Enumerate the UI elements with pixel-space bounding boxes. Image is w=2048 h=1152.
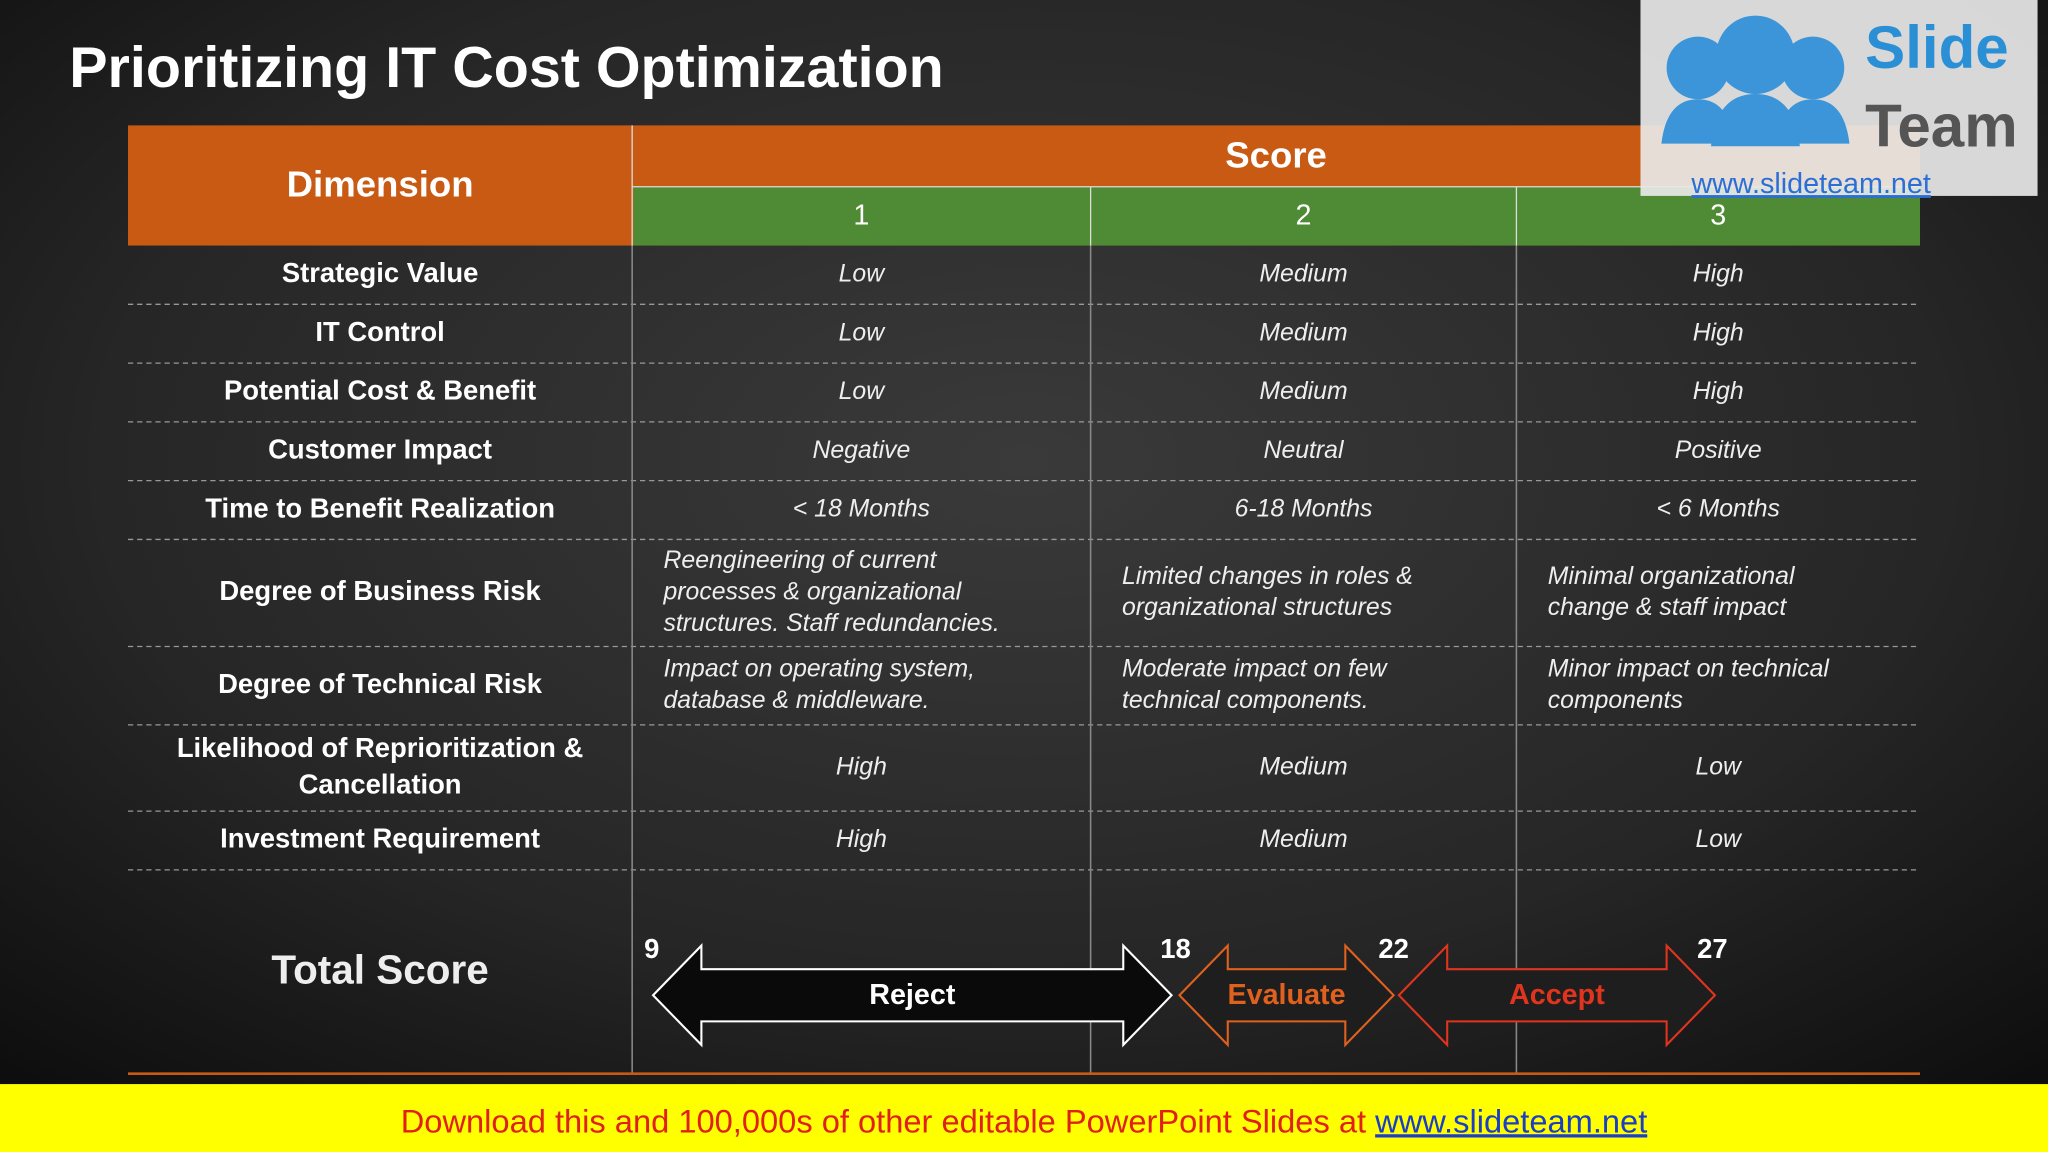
score-cell-text: Medium	[1259, 826, 1347, 853]
dimension-label: Investment Requirement	[220, 823, 540, 854]
score-cell-text: organizational structures	[1122, 594, 1392, 621]
score-cell-text: processes & organizational	[663, 579, 963, 606]
dimension-label: Degree of Business Risk	[219, 575, 541, 606]
score-cell-text: Minor impact on technical	[1548, 656, 1831, 683]
score-cell-text: Low	[839, 378, 887, 405]
logo-icon	[1666, 36, 1730, 100]
score-column-header: 2	[1296, 199, 1312, 231]
score-cell-text: Medium	[1259, 378, 1347, 405]
score-cell-text: technical components.	[1122, 687, 1369, 714]
dimension-label: Degree of Technical Risk	[218, 668, 543, 699]
score-cell-text: Medium	[1259, 260, 1347, 287]
score-cell-text: Low	[839, 260, 887, 287]
score-cell-text: 6-18 Months	[1235, 496, 1373, 523]
score-cell-text: Limited changes in roles &	[1122, 563, 1413, 590]
threshold-label: 22	[1378, 933, 1408, 964]
dimension-label: IT Control	[315, 316, 444, 347]
score-cell-text: Minimal organizational	[1548, 563, 1796, 590]
threshold-label: 27	[1697, 933, 1727, 964]
score-cell-text: < 18 Months	[793, 496, 930, 523]
logo-word: Slide	[1865, 14, 2009, 81]
score-cell-text: High	[1693, 378, 1744, 405]
score-cell-text: Medium	[1259, 319, 1347, 346]
dimension-label: Strategic Value	[282, 257, 479, 288]
score-cell-text: database & middleware.	[664, 687, 930, 714]
score-cell-text: Reengineering of current	[664, 547, 938, 574]
footer-message: Download this and 100,000s of other edit…	[401, 1102, 1366, 1139]
score-columns-bg	[633, 186, 1920, 246]
logo-icon	[1711, 94, 1800, 147]
dimension-label: Time to Benefit Realization	[205, 492, 555, 523]
range-label: Reject	[869, 979, 956, 1011]
range-label: Evaluate	[1227, 979, 1345, 1011]
score-column-header: 3	[1710, 199, 1726, 231]
score-cell-text: High	[1693, 319, 1744, 346]
logo-icon	[1781, 36, 1845, 100]
range-arrow	[1177, 943, 1396, 1048]
range-label: Accept	[1509, 979, 1605, 1011]
score-cell-text: Moderate impact on few	[1122, 656, 1389, 683]
dimension-label: Likelihood of Reprioritization &	[177, 732, 584, 763]
score-cell-text: Impact on operating system,	[664, 656, 976, 683]
logo: Slide Team www.slideteam.net	[1640, 0, 2038, 200]
score-cell-text: Neutral	[1264, 437, 1345, 464]
score-cell-text: Low	[839, 319, 887, 346]
slide-title: Prioritizing IT Cost Optimization	[69, 36, 944, 100]
footer-banner	[0, 1084, 2048, 1152]
score-header: Score	[1225, 135, 1327, 176]
score-cell-text: Negative	[812, 437, 910, 464]
score-cell-text: Low	[1695, 754, 1743, 781]
dimension-label: Customer Impact	[268, 434, 492, 465]
threshold-label: 18	[1160, 933, 1190, 964]
score-cell-text: High	[836, 826, 887, 853]
score-cell-text: structures. Staff redundancies.	[664, 610, 1000, 637]
score-cell-text: Medium	[1259, 754, 1347, 781]
dimension-header: Dimension	[287, 163, 474, 204]
footer-text: Download this and 100,000s of other edit…	[401, 1102, 1648, 1139]
dimension-label: Cancellation	[299, 769, 462, 800]
logo-word: Team	[1865, 92, 2017, 159]
score-cell-text: High	[1693, 260, 1744, 287]
score-cell-text: change & staff impact	[1548, 594, 1788, 621]
threshold-label: 9	[644, 933, 659, 964]
score-cell-text: components	[1548, 687, 1683, 714]
score-cell-text: < 6 Months	[1657, 496, 1780, 523]
score-cell-text: Positive	[1675, 437, 1762, 464]
range-arrow	[1397, 943, 1717, 1048]
score-cell-text: High	[836, 754, 887, 781]
logo-icon	[1716, 15, 1795, 95]
range-arrow	[651, 943, 1174, 1048]
total-score-label: Total Score	[271, 947, 488, 993]
dimension-label: Potential Cost & Benefit	[224, 375, 536, 406]
score-cell-text: Low	[1695, 826, 1743, 853]
score-column-header: 1	[853, 199, 869, 231]
footer-link[interactable]: www.slideteam.net	[1374, 1102, 1647, 1139]
logo-url[interactable]: www.slideteam.net	[1690, 168, 1930, 200]
